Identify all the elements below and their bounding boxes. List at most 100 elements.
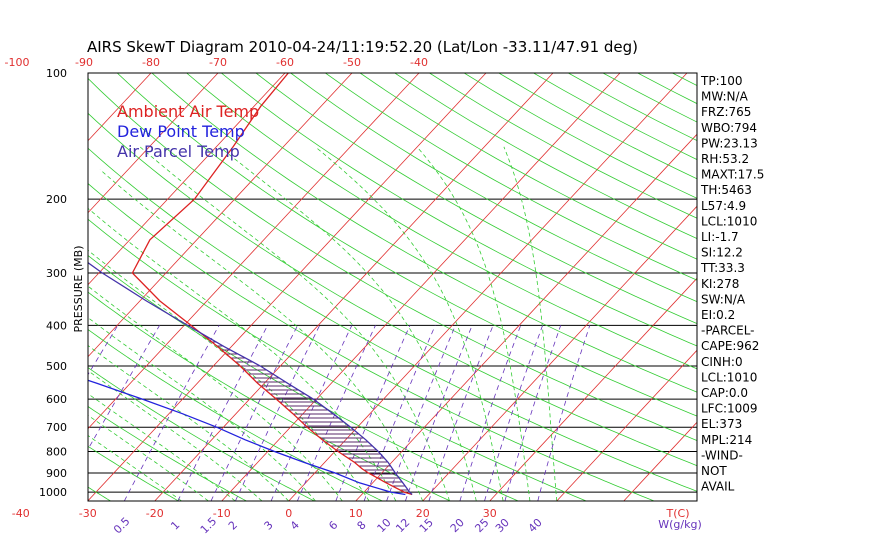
sounding-index-label: SI:12.2: [701, 246, 743, 260]
sounding-index-label: KI:278: [701, 277, 739, 291]
mixing-ratio-label: 4: [288, 518, 302, 532]
mixing-ratio-label: 6: [326, 518, 340, 532]
dry-adiabat-line: [88, 183, 655, 501]
dry-adiabat-line: [359, 73, 697, 260]
pressure-tick-label: 800: [46, 446, 67, 459]
sounding-index-label: LI:-1.7: [701, 230, 739, 244]
sounding-index-label: TH:5463: [700, 183, 752, 197]
dry-adiabat-line: [88, 147, 697, 492]
isotherm-line: [355, 133, 697, 501]
sounding-index-label: PW:23.13: [701, 136, 758, 150]
isotherm-line: [489, 277, 697, 501]
background-grid: [0, 73, 697, 501]
bottom-temp-tick-label: 30: [483, 507, 497, 520]
moist-adiabat-line: [99, 169, 424, 501]
mixing-ratio-line: [270, 325, 353, 501]
dry-adiabat-line: [186, 73, 697, 370]
moist-adiabat-line: [88, 249, 370, 501]
sounding-index-label: FRZ:765: [701, 105, 751, 119]
cape-hatch: [171, 316, 412, 494]
bottom-temp-tick-label: 20: [416, 507, 430, 520]
cape-area: [171, 316, 412, 494]
sounding-index-label: NOT: [701, 464, 727, 478]
dry-adiabat-line: [394, 73, 697, 239]
legend-entry-2: Air Parcel Temp: [117, 142, 240, 161]
bottom-temp-tick-label: -30: [79, 507, 97, 520]
pressure-tick-label: 700: [46, 421, 67, 434]
mixing-ratio-label: 40: [526, 516, 545, 535]
pressure-tick-label: 400: [46, 319, 67, 332]
sounding-index-label: CAP:0.0: [701, 386, 748, 400]
mixing-ratio-line: [428, 325, 494, 501]
sounding-index-label: EI:0.2: [701, 308, 735, 322]
isotherm-line: [88, 73, 286, 286]
moist-adiabat-line: [416, 146, 531, 501]
dry-adiabat-line: [88, 406, 247, 501]
mixing-ratio-line: [484, 325, 543, 501]
chart-title: AIRS SkewT Diagram 2010-04-24/11:19:52.2…: [87, 38, 638, 56]
isotherm-line: [556, 349, 697, 501]
mixing-ratio-line: [235, 325, 321, 501]
sounding-index-label: EL:373: [701, 417, 742, 431]
pressure-tick-label: 300: [46, 267, 67, 280]
legend-entry-1: Dew Point Temp: [117, 122, 245, 141]
bottom-temp-tick-label: -20: [146, 507, 164, 520]
dry-adiabat-line: [221, 73, 697, 347]
sounding-index-label: AVAIL: [701, 480, 735, 494]
dry-adiabat-line: [88, 367, 315, 501]
top-temp-tick-label: -50: [343, 56, 361, 69]
pressure-tick-label: 900: [46, 467, 67, 480]
moist-adiabat-line: [88, 344, 289, 501]
pressure-tick-label: 200: [46, 193, 67, 206]
moist-adiabat-line: [315, 146, 504, 501]
isotherm-line: [288, 73, 688, 501]
pressure-tick-label: 1000: [39, 486, 67, 499]
isotherm-line: [623, 421, 697, 501]
dry-adiabat-line: [88, 218, 587, 501]
isotherm-line: [88, 73, 353, 358]
sounding-index-label: MAXT:17.5: [701, 168, 764, 182]
mixing-ratio-unit-label: W(g/kg): [658, 518, 702, 531]
top-temp-tick-label: -70: [209, 56, 227, 69]
mixing-ratio-label: 0.5: [111, 515, 133, 537]
sounding-index-label: MW:N/A: [701, 90, 749, 104]
mixing-ratio-line: [537, 325, 591, 501]
dry-adiabat-line: [151, 73, 697, 393]
isotherm-line: [88, 73, 219, 214]
series-line-2: [88, 261, 413, 495]
sounding-index-label: TP:100: [700, 74, 743, 88]
temp-unit-label: T(C): [666, 507, 690, 520]
pressure-tick-label: 500: [46, 360, 67, 373]
sounding-index-label: RH:53.2: [701, 152, 749, 166]
mixing-ratio-label: 20: [448, 516, 467, 535]
top-temp-tick-label: -60: [276, 56, 294, 69]
dry-adiabat-line: [325, 73, 697, 281]
sounding-index-label: LCL:1010: [701, 370, 757, 384]
sounding-index-label: -WIND-: [701, 448, 743, 462]
bottom-temp-tick-label: 0: [285, 507, 292, 520]
sounding-index-label: SW:N/A: [701, 292, 746, 306]
dry-adiabat-line: [255, 73, 697, 324]
mixing-ratio-line: [504, 325, 562, 501]
isotherm-line: [88, 73, 420, 430]
moist-adiabat-line: [88, 285, 343, 501]
y-axis-label: PRESSURE (MB): [72, 246, 85, 333]
mixing-ratio-label: 2: [226, 518, 240, 532]
moist-adiabat-line: [88, 317, 316, 501]
dry-adiabat-line: [290, 73, 697, 303]
isotherm-line: [0, 73, 17, 501]
top-temp-tick-label: -100: [5, 56, 30, 69]
dry-adiabat-line: [88, 77, 697, 442]
dry-adiabat-line: [463, 73, 697, 199]
dry-adiabat-line: [116, 73, 697, 417]
dry-adiabat-line: [0, 73, 43, 501]
mixing-ratio-label: 8: [355, 518, 369, 532]
plot-frame: [87, 72, 698, 502]
sounding-index-label: MPL:214: [701, 433, 752, 447]
sounding-index-label: L57:4.9: [701, 199, 746, 213]
mixing-ratio-line: [459, 325, 522, 501]
mixing-ratio-label: 3: [262, 518, 276, 532]
